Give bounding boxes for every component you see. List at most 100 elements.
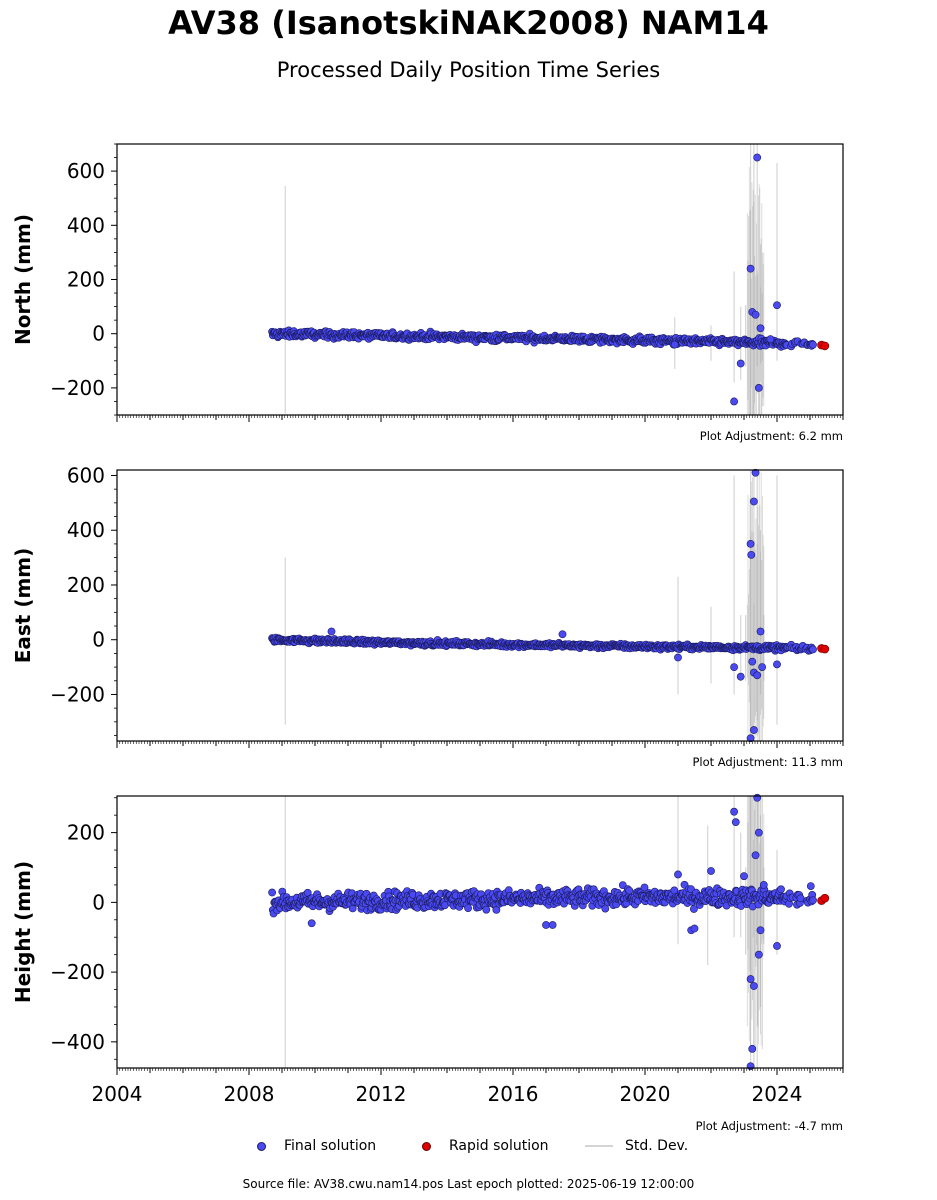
legend-std: Std. Dev. <box>585 1138 688 1154</box>
panel3-final-point <box>754 950 763 959</box>
panel2-final-point <box>756 627 765 636</box>
chart-title: AV38 (IsanotskiNAK2008) NAM14 <box>168 4 769 42</box>
panel2-final-point <box>753 671 762 680</box>
panel2-y-tick-label: 0 <box>92 628 105 652</box>
panel2-final-point <box>558 630 567 639</box>
legend: Final solution Rapid solution Std. Dev. <box>0 1138 937 1158</box>
panel3-x-tick-label: 2004 <box>92 1082 143 1106</box>
panel3-final-point <box>548 921 557 929</box>
panel3-final-point <box>690 924 699 933</box>
panel1-final-point <box>730 397 738 406</box>
panel1-final-point <box>754 383 763 392</box>
panel3-final-point <box>773 942 781 950</box>
panel3-final-point <box>268 888 276 897</box>
panel3-final-point <box>759 881 768 889</box>
panel2-final-point <box>327 627 336 636</box>
panel3-plot-adjustment: Plot Adjustment: -4.7 mm <box>696 1119 843 1133</box>
panel2-final-point <box>750 726 758 734</box>
panel1-y-tick-label: 200 <box>67 268 105 292</box>
panel3-final-point <box>464 904 472 912</box>
panel3-y-tick-label: −200 <box>50 960 105 984</box>
legend-final-label: Final solution <box>284 1138 377 1154</box>
panel1-final-point <box>736 359 745 368</box>
panel1-final-point <box>809 340 817 349</box>
std-line-icon <box>585 1145 613 1147</box>
panel3-final-point <box>806 882 815 890</box>
panel3-final-point <box>740 872 748 881</box>
panel3-y-axis-label: Height (mm) <box>11 861 35 1003</box>
panel3-final-point <box>730 807 738 816</box>
panel2-final-point <box>750 497 758 506</box>
panel3-x-tick-label: 2016 <box>488 1082 539 1106</box>
panel2-final-point <box>751 468 760 477</box>
panel1-final-point <box>766 335 775 344</box>
panel3-final-point <box>542 921 550 929</box>
panel1-y-tick-label: 400 <box>67 213 105 237</box>
panel1-y-tick-label: 0 <box>92 322 105 346</box>
panel1-final-point <box>746 264 755 273</box>
panel2-y-tick-label: 400 <box>67 518 105 542</box>
panel3-final-point <box>809 896 817 905</box>
panel1-final-point <box>753 153 762 162</box>
panel2-rapid-point <box>820 644 830 654</box>
panel3-final-point <box>674 870 682 879</box>
panel3-final-point <box>625 886 634 895</box>
panel3-final-point <box>750 982 758 990</box>
panel3-x-tick-label: 2008 <box>224 1082 275 1106</box>
panel2-final-point <box>773 660 781 669</box>
panel3-y-tick-label: 0 <box>92 890 105 914</box>
panel3-final-point <box>640 883 649 892</box>
panel1-final-point <box>751 310 760 319</box>
panel3-y-tick-label: −400 <box>50 1030 105 1054</box>
panel2-y-tick-label: 200 <box>67 573 105 597</box>
panel3-y-tick-label: 200 <box>67 821 105 845</box>
panel1-rapid-point <box>820 341 830 351</box>
panel3-final-point <box>753 793 762 802</box>
rapid-marker-icon <box>422 1141 431 1151</box>
panel2-final-point <box>746 734 755 743</box>
panel2-y-axis-label: East (mm) <box>11 548 35 664</box>
panel3-final-point <box>756 926 765 935</box>
panel3-rapid-point <box>820 893 830 903</box>
panel2-final-point <box>747 550 756 559</box>
panel3-final-point <box>796 894 805 903</box>
panel1-y-tick-label: −200 <box>50 376 105 400</box>
panel2-y-tick-label: −200 <box>50 682 105 706</box>
panel3-final-point <box>748 1044 757 1053</box>
panel1-final-point <box>670 340 679 349</box>
legend-std-label: Std. Dev. <box>625 1138 689 1154</box>
panel3-final-point <box>746 1062 755 1071</box>
panel2-final-point <box>758 663 767 671</box>
source-footer: Source file: AV38.cwu.nam14.pos Last epo… <box>242 1177 695 1191</box>
panel2-plot-adjustment: Plot Adjustment: 11.3 mm <box>692 755 843 769</box>
panel3-final-point <box>482 905 491 914</box>
panel3-final-point <box>690 905 698 913</box>
panel2-final-point <box>674 653 682 662</box>
panel3-final-point <box>751 851 760 860</box>
panel2-final-point <box>730 663 738 671</box>
panel3-final-point <box>746 975 755 983</box>
panel3-x-tick-label: 2020 <box>620 1082 671 1106</box>
panel1-final-point <box>756 324 765 333</box>
panel1-y-tick-label: 600 <box>67 159 105 183</box>
panel2-final-point <box>809 645 817 654</box>
panel3-x-tick-label: 2024 <box>752 1082 803 1106</box>
panel3-final-point <box>307 919 316 928</box>
panel1-y-axis-label: North (mm) <box>11 214 35 345</box>
panel3-final-point <box>731 818 740 827</box>
panel2-y-tick-label: 600 <box>67 463 105 487</box>
panel3-final-point <box>777 885 785 894</box>
panel3-final-point <box>707 867 715 875</box>
panel3-final-point <box>601 904 610 913</box>
panel2-final-point <box>746 540 755 548</box>
panel3-final-point <box>754 828 763 837</box>
panel1-final-point <box>773 301 781 310</box>
final-marker-icon <box>257 1141 266 1151</box>
panel2-final-point <box>748 657 757 666</box>
panel1-plot-adjustment: Plot Adjustment: 6.2 mm <box>700 429 843 443</box>
panel2-final-point <box>736 672 745 681</box>
legend-rapid: Rapid solution <box>422 1138 549 1154</box>
chart-subtitle: Processed Daily Position Time Series <box>276 58 661 82</box>
legend-final: Final solution <box>257 1138 376 1154</box>
